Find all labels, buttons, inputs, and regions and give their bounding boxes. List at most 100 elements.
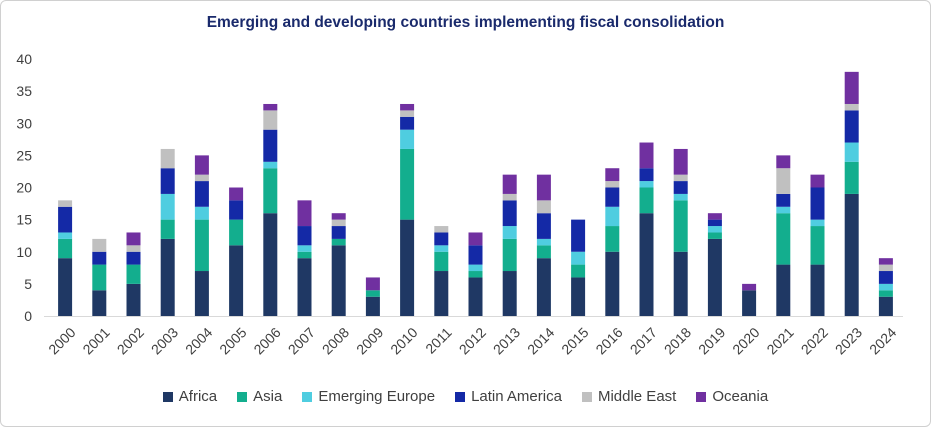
x-tick-label: 2017 [627, 324, 660, 357]
legend-label: Middle East [597, 388, 677, 405]
bar-segment-emerging-europe [536, 238, 551, 246]
bar-segment-latin-america [468, 245, 483, 265]
bar-segment-africa [331, 245, 346, 316]
x-tick-label: 2004 [182, 324, 215, 357]
y-tick-label: 20 [16, 180, 32, 196]
chart-title: Emerging and developing countries implem… [206, 14, 725, 31]
bar-segment-asia [776, 213, 791, 265]
bar-segment-asia [331, 238, 346, 246]
bar-segment-asia [536, 245, 551, 259]
bar-segment-oceania [878, 258, 893, 265]
bar-segment-oceania [707, 213, 722, 220]
bar-segment-asia [400, 148, 415, 220]
legend-swatch [581, 391, 592, 402]
legend-label: Africa [178, 388, 218, 405]
x-tick-label: 2008 [319, 324, 352, 357]
bar-segment-latin-america [536, 213, 551, 239]
bar-segment-middle-east [878, 264, 893, 272]
bar-segment-middle-east [58, 200, 73, 207]
x-tick-label: 2003 [148, 324, 181, 357]
bar-segment-emerging-europe [605, 206, 620, 227]
bar-segment-africa [605, 251, 620, 316]
bar-segment-latin-america [571, 219, 586, 252]
y-tick-label: 35 [16, 83, 32, 99]
bar-segment-asia [58, 238, 73, 259]
bar-segment-oceania [229, 187, 244, 201]
bar-segment-latin-america [639, 168, 654, 182]
bar-segment-emerging-europe [810, 219, 825, 227]
x-tick-label: 2012 [456, 324, 489, 357]
legend-label: Oceania [712, 388, 769, 405]
bar-segment-latin-america [810, 187, 825, 220]
legend-label: Latin America [471, 388, 562, 405]
y-tick-label: 25 [16, 147, 32, 163]
bar-segment-oceania [400, 103, 415, 111]
bar-segment-emerging-europe [673, 193, 688, 201]
bar-segment-oceania [742, 283, 757, 291]
x-tick-label: 2024 [866, 324, 899, 357]
bar-segment-africa [571, 277, 586, 316]
bar-segment-oceania [844, 71, 859, 104]
bar-segment-asia [160, 219, 175, 239]
bar-segment-middle-east [263, 110, 278, 130]
bar-segment-latin-america [194, 181, 209, 207]
bar-segment-oceania [126, 232, 141, 246]
bar-segment-emerging-europe [571, 251, 586, 265]
bar-segment-middle-east [434, 226, 449, 233]
bar-segment-africa [878, 296, 893, 316]
bar-segment-africa [844, 193, 859, 316]
x-tick-label: 2005 [216, 324, 249, 357]
bar-segment-emerging-europe [263, 161, 278, 169]
x-tick-label: 2022 [798, 324, 831, 357]
bar-segment-africa [297, 258, 312, 316]
bar-segment-oceania [639, 142, 654, 169]
bar-segment-africa [434, 271, 449, 316]
bar-segment-latin-america [673, 181, 688, 194]
legend-label: Emerging Europe [318, 388, 436, 405]
bar-segment-latin-america [160, 168, 175, 194]
bar-segment-oceania [536, 174, 551, 201]
x-tick-label: 2002 [114, 324, 147, 357]
bar-segment-africa [229, 245, 244, 316]
bar-segment-latin-america [605, 187, 620, 207]
bar-segment-oceania [263, 103, 278, 111]
x-tick-label: 2007 [285, 324, 318, 357]
bar-segment-latin-america [126, 251, 141, 265]
y-tick-label: 15 [16, 212, 32, 228]
bar-segment-africa [502, 271, 517, 316]
bar-segment-emerging-europe [468, 264, 483, 272]
bar-segment-latin-america [92, 251, 107, 265]
bar-segment-oceania [194, 155, 209, 175]
x-tick-label: 2010 [387, 324, 420, 357]
bar-segment-asia [468, 271, 483, 278]
bar-segment-asia [502, 238, 517, 272]
bar-segment-africa [263, 213, 278, 316]
bar-segment-latin-america [229, 200, 244, 220]
x-tick-label: 2006 [250, 324, 283, 357]
bar-segment-emerging-europe [400, 129, 415, 149]
legend-swatch [455, 391, 466, 402]
bar-segment-emerging-europe [58, 232, 73, 239]
x-tick-label: 2018 [661, 324, 694, 357]
bar-segment-latin-america [400, 116, 415, 130]
bar-segment-oceania [810, 174, 825, 188]
bar-segment-middle-east [536, 200, 551, 214]
bar-segment-emerging-europe [707, 226, 722, 233]
bar-segment-oceania [502, 174, 517, 194]
bar-segment-asia [605, 226, 620, 252]
x-tick-label: 2014 [524, 324, 557, 357]
legend-swatch [162, 391, 173, 402]
bar-segment-asia [707, 232, 722, 239]
bar-segment-latin-america [434, 232, 449, 246]
bar-segment-asia [844, 161, 859, 194]
chart-legend: Africa Asia Emerging Europe Latin America Mi… [0, 388, 931, 405]
bar-segment-emerging-europe [502, 226, 517, 239]
x-tick-label: 2011 [422, 324, 455, 357]
bar-segment-emerging-europe [160, 193, 175, 220]
bar-segment-asia [263, 168, 278, 214]
bar-segment-latin-america [297, 226, 312, 246]
bar-segment-middle-east [194, 174, 209, 182]
bar-segment-africa [810, 264, 825, 316]
bar-segment-asia [194, 219, 209, 272]
bar-segment-middle-east [400, 110, 415, 117]
